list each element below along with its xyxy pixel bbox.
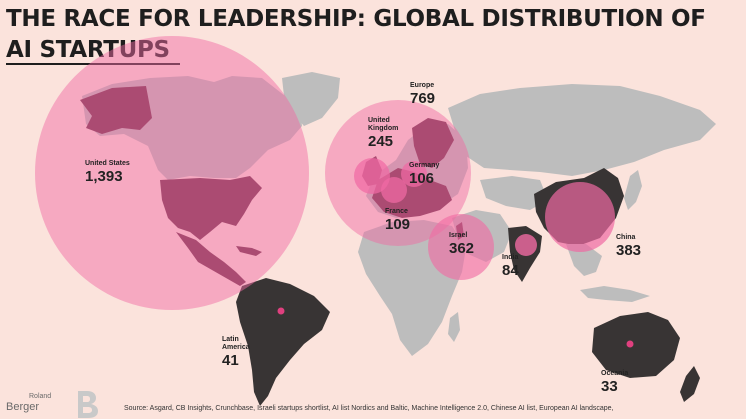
label-germany-name: Germany (409, 162, 440, 169)
roland-berger-b-icon (78, 391, 98, 418)
label-china-value: 383 (616, 242, 642, 259)
bubble-germany (401, 161, 427, 187)
label-latin-america: Latin America 41 (222, 336, 250, 368)
label-israel-value: 362 (449, 240, 475, 257)
label-europe: Europe 769 (410, 82, 435, 106)
label-israel: Israel 362 (449, 232, 474, 256)
label-latin-america-name-1: Latin (222, 336, 239, 343)
mexico-central-america-land (176, 232, 246, 286)
bubble-china (545, 182, 615, 252)
label-united-states-value: 1,393 (85, 168, 123, 185)
label-latin-america-value: 41 (222, 352, 239, 369)
label-china: China 383 (616, 234, 641, 258)
label-europe-name: Europe (410, 82, 435, 89)
label-latin-america-name-2: America (222, 344, 250, 351)
dot-latin-america (277, 307, 285, 315)
dot-oceania (626, 340, 634, 348)
label-europe-value: 769 (410, 90, 436, 107)
japan-land (624, 170, 642, 210)
australia-land (592, 312, 680, 378)
label-oceania: Oceania 33 (601, 370, 628, 394)
bubble-europe (325, 100, 471, 246)
alaska-land (80, 86, 152, 134)
label-united-kingdom: United Kingdom 245 (368, 117, 398, 149)
label-israel-name: Israel (449, 232, 468, 239)
label-france-name: France (385, 208, 408, 215)
indonesia-land (580, 286, 650, 302)
greenland-land (282, 72, 340, 126)
label-united-kingdom-name-2: Kingdom (368, 125, 399, 132)
madagascar-land (448, 312, 460, 342)
brand-line-2: Berger (6, 401, 40, 413)
label-oceania-name: Oceania (601, 370, 629, 377)
label-india: India 84 (502, 254, 519, 278)
bubble-united-kingdom (354, 158, 390, 194)
label-germany: Germany 106 (409, 162, 439, 186)
bubbles (35, 36, 615, 310)
title-line-2: AI STARTUPS (6, 37, 170, 63)
bubble-israel (428, 214, 494, 280)
southeast-asia-land (566, 244, 602, 276)
label-united-states: United States 1,393 (85, 160, 130, 184)
new-zealand-land (680, 366, 700, 402)
south-america-land (236, 278, 330, 406)
label-india-name: India (502, 254, 519, 261)
bubble-united-states (35, 36, 309, 310)
label-united-kingdom-value: 245 (368, 133, 394, 150)
label-france: France 109 (385, 208, 410, 232)
bubble-france (381, 177, 407, 203)
label-united-states-name: United States (85, 160, 130, 167)
title-underline (6, 63, 180, 65)
scandinavia-land (412, 118, 454, 168)
label-united-kingdom-name-1: United (368, 117, 390, 124)
source-note: Source: Asgard, CB Insights, Crunchbase,… (124, 405, 614, 412)
label-france-value: 109 (385, 216, 411, 233)
label-oceania-value: 33 (601, 378, 618, 395)
russia-land (448, 84, 716, 176)
label-china-name: China (616, 234, 636, 241)
page-title: THE RACE FOR LEADERSHIP: GLOBAL DISTRIBU… (6, 4, 706, 66)
label-india-value: 84 (502, 262, 519, 279)
bubble-india (515, 234, 537, 256)
title-line-1: THE RACE FOR LEADERSHIP: GLOBAL DISTRIBU… (6, 6, 706, 32)
usa-land (160, 176, 262, 240)
north-america (80, 72, 340, 286)
label-germany-value: 106 (409, 170, 435, 187)
caribbean-land (236, 246, 262, 256)
roland-berger-logo: Roland Berger (6, 390, 98, 419)
brand-line-1: Roland (29, 393, 52, 400)
central-asia-land (480, 176, 548, 210)
